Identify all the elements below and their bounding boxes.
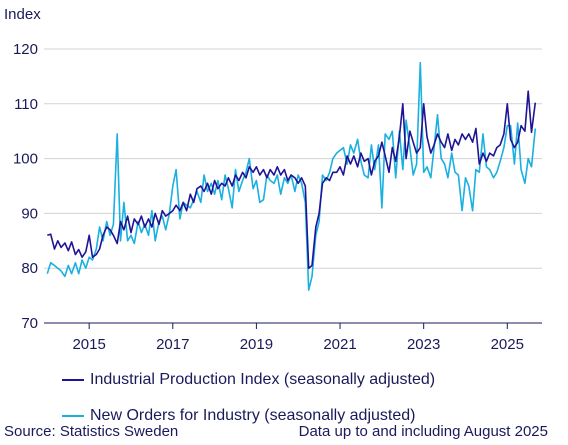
y-tick-label: 110 — [14, 96, 38, 113]
legend: Industrial Production Index (seasonally … — [62, 362, 435, 434]
series-line-new-orders — [46, 61, 537, 291]
y-tick-label: 80 — [21, 260, 38, 277]
source-note: Source: Statistics Sweden — [4, 423, 179, 440]
legend-item-industrial-production: Industrial Production Index (seasonally … — [62, 362, 435, 398]
gridlines — [44, 48, 542, 324]
legend-swatch-new-orders — [62, 415, 84, 417]
y-tick-label: 90 — [21, 205, 38, 222]
x-tick-label: 2021 — [323, 336, 356, 353]
x-tick-label: 2023 — [407, 336, 440, 353]
series-line-industrial-production — [47, 90, 537, 269]
x-axis-ticks: 2015 2017 2019 2021 2023 2025 — [72, 323, 524, 353]
y-tick-label: 70 — [21, 315, 38, 332]
y-axis-ticks: 70 80 90 100 110 120 — [13, 41, 38, 332]
y-tick-label: 120 — [13, 41, 38, 58]
y-axis-label: Index — [4, 6, 41, 23]
series-lines — [46, 61, 537, 291]
x-tick-label: 2017 — [156, 336, 189, 353]
y-tick-label: 100 — [13, 151, 38, 168]
legend-label-industrial-production: Industrial Production Index (seasonally … — [90, 371, 436, 388]
x-tick-label: 2019 — [240, 336, 273, 353]
legend-label-new-orders: New Orders for Industry (seasonally adju… — [90, 407, 416, 424]
legend-swatch-industrial-production — [62, 379, 84, 381]
legend-item-new-orders: New Orders for Industry (seasonally adju… — [62, 398, 435, 434]
data-coverage-note: Data up to and including August 2025 — [298, 423, 548, 440]
x-tick-label: 2025 — [491, 336, 524, 353]
x-tick-label: 2015 — [72, 336, 105, 353]
